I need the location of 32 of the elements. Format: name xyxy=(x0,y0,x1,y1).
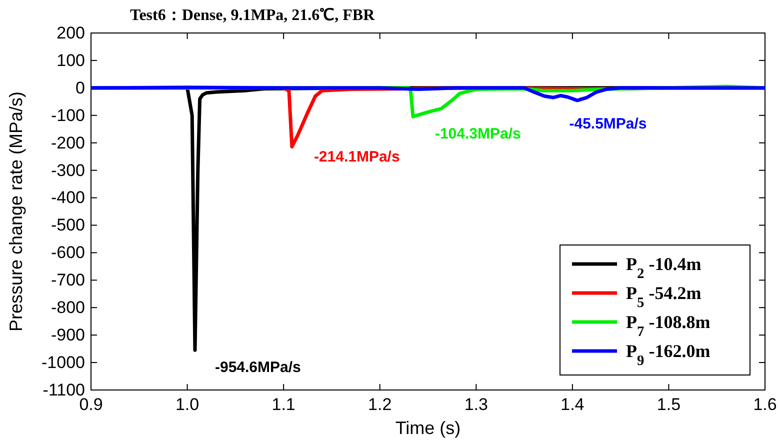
legend-label: P$_{2}$ -10.4m xyxy=(626,254,702,282)
y-tick-label: -500 xyxy=(50,216,85,235)
annotation: -214.1MPa/s xyxy=(314,148,400,166)
y-axis-title: Pressure change rate (MPa/s) xyxy=(6,91,26,332)
x-axis-title: Time (s) xyxy=(395,418,461,438)
annotation: -104.3MPa/s xyxy=(434,126,521,143)
y-tick-label: -400 xyxy=(50,188,85,208)
legend-label: P$_{7}$ -108.8m xyxy=(626,312,710,340)
x-tick-label: 1.2 xyxy=(368,395,392,414)
y-tick-label: -600 xyxy=(50,243,85,262)
chart-title: Test6：Dense, 9.1MPa, 21.6℃, FBR xyxy=(130,7,376,24)
y-tick-label: -800 xyxy=(50,298,85,318)
y-tick-label: -700 xyxy=(50,270,85,290)
y-tick-label: 0 xyxy=(76,78,85,98)
x-tick-label: 1.4 xyxy=(560,395,584,414)
y-tick-label: -300 xyxy=(50,160,85,180)
line-series xyxy=(91,86,765,102)
annotation: -954.6MPa/s xyxy=(214,359,301,376)
y-tick-label: -900 xyxy=(50,326,85,345)
y-tick-label: -1000 xyxy=(42,352,85,372)
x-tick-label: 1.3 xyxy=(464,395,488,414)
x-tick-label: 1.5 xyxy=(656,395,681,414)
y-tick-label: -200 xyxy=(50,133,85,152)
legend-label: P$_{5}$ -54.2m xyxy=(626,283,702,311)
legend-label: P$_{9}$ -162.0m xyxy=(626,341,710,369)
x-tick-label: 1.6 xyxy=(753,395,777,414)
annotation: -45.5MPa/s xyxy=(569,115,647,132)
y-tick-label: -100 xyxy=(50,106,85,125)
y-tick-label: 100 xyxy=(56,50,85,70)
y-tick-label: 200 xyxy=(56,23,85,42)
x-tick-label: 1.0 xyxy=(175,395,200,414)
x-tick-label: 1.1 xyxy=(272,395,296,414)
